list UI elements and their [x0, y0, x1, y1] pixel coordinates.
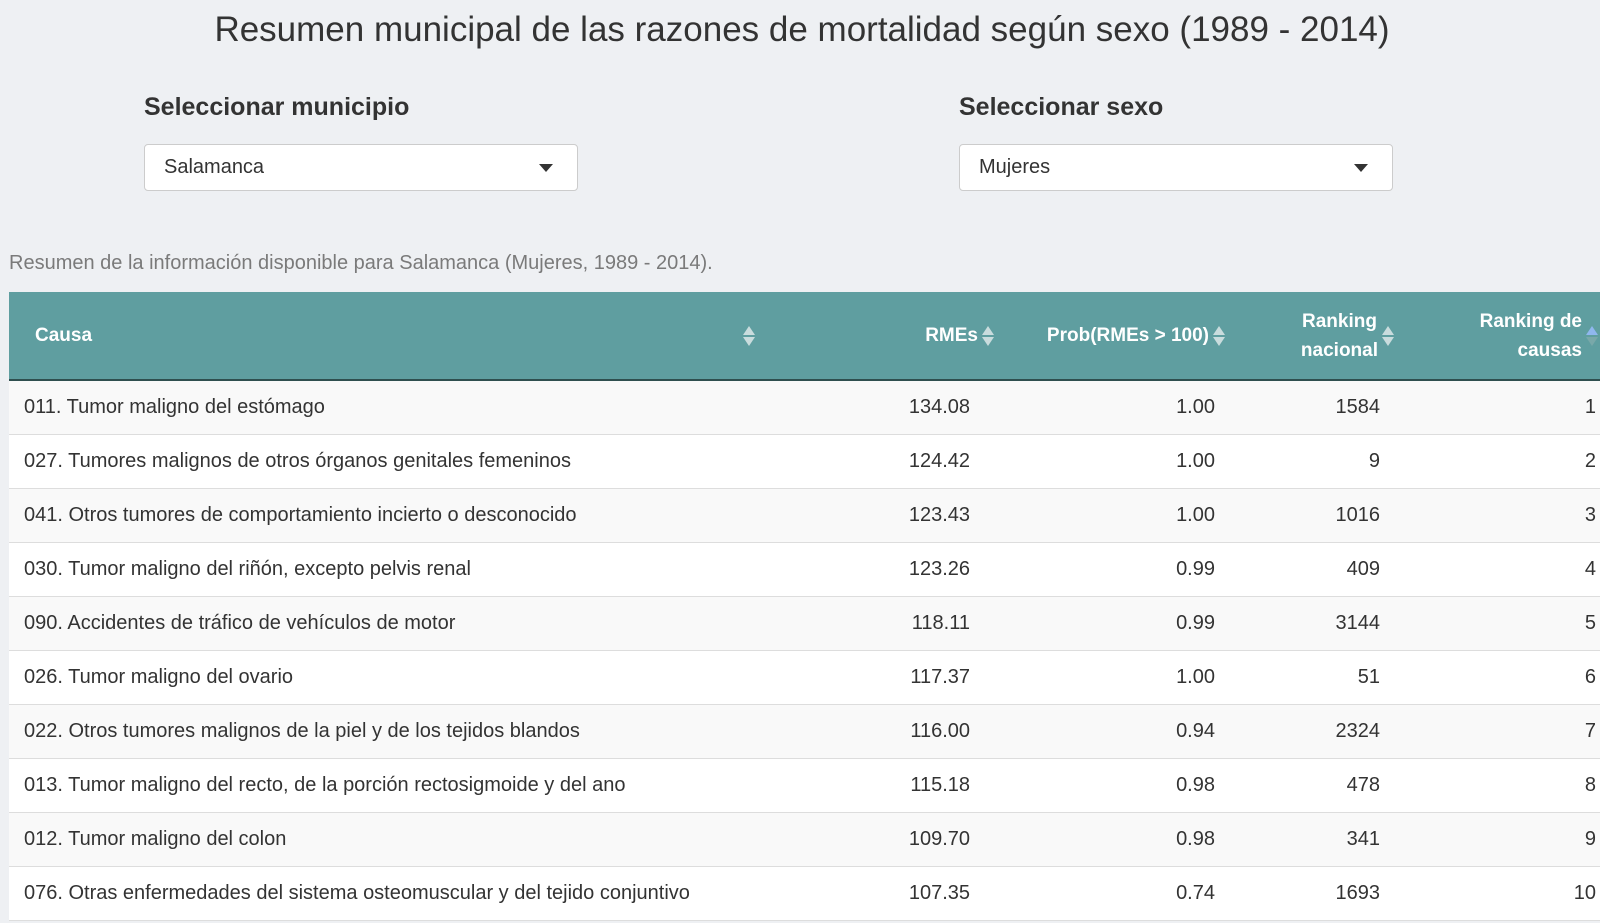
- cell-causa: 011. Tumor maligno del estómago: [24, 395, 325, 418]
- table-row: 013. Tumor maligno del recto, de la porc…: [9, 758, 1600, 812]
- caret-down-icon: [1354, 164, 1368, 172]
- cell-ranking-nacional: 51: [1357, 665, 1380, 688]
- table-row: 030. Tumor maligno del riñón, excepto pe…: [9, 542, 1600, 596]
- cell-ranking-causas: 9: [1584, 827, 1596, 850]
- cell-causa: 022. Otros tumores malignos de la piel y…: [24, 719, 580, 742]
- cell-causa: 076. Otras enfermedades del sistema oste…: [24, 881, 690, 904]
- cell-ranking-nacional: 1016: [1335, 503, 1381, 526]
- cell-prob: 1.00: [1176, 665, 1215, 688]
- sexo-label: Seleccionar sexo: [959, 93, 1164, 121]
- column-header-label-line1: Ranking de: [1479, 310, 1582, 332]
- table-row: 022. Otros tumores malignos de la piel y…: [9, 704, 1600, 758]
- cell-causa: 041. Otros tumores de comportamiento inc…: [24, 503, 577, 526]
- cell-rmes: 123.26: [908, 557, 970, 580]
- column-header-ranking-causas[interactable]: Ranking de causas: [1394, 292, 1600, 381]
- cell-ranking-causas: 3: [1584, 503, 1596, 526]
- cell-prob: 0.98: [1176, 827, 1215, 850]
- column-header-label: RMEs: [925, 325, 978, 346]
- cell-causa: 090. Accidentes de tráfico de vehículos …: [24, 611, 456, 634]
- municipio-dropdown[interactable]: Salamanca: [144, 144, 578, 191]
- caret-down-icon: [539, 164, 553, 172]
- cell-ranking-nacional: 3144: [1335, 611, 1381, 634]
- cell-ranking-nacional: 341: [1346, 827, 1380, 850]
- sort-arrows-icon[interactable]: [982, 325, 994, 347]
- cell-rmes: 124.42: [908, 449, 970, 472]
- cell-prob: 1.00: [1176, 449, 1215, 472]
- column-header-prob[interactable]: Prob(RMEs > 100): [994, 292, 1239, 381]
- cell-ranking-nacional: 478: [1346, 773, 1380, 796]
- cell-ranking-causas: 1: [1584, 395, 1596, 418]
- results-table-container: Causa RMEs Prob(RMEs > 100): [9, 292, 1600, 923]
- cell-ranking-causas: 4: [1584, 557, 1596, 580]
- cell-rmes: 107.35: [908, 881, 970, 904]
- page-title: Resumen municipal de las razones de mort…: [214, 10, 1390, 49]
- column-header-rmes[interactable]: RMEs: [754, 292, 994, 381]
- cell-ranking-causas: 2: [1584, 449, 1596, 472]
- cell-prob: 0.99: [1176, 557, 1215, 580]
- municipio-selector: Seleccionar municipio Salamanca: [144, 92, 578, 191]
- table-row: 027. Tumores malignos de otros órganos g…: [9, 434, 1600, 488]
- column-header-causa[interactable]: Causa: [9, 292, 755, 381]
- sexo-value: Mujeres: [979, 156, 1051, 178]
- cell-prob: 1.00: [1176, 395, 1215, 418]
- sort-arrows-icon[interactable]: [1213, 325, 1225, 347]
- summary-caption: Resumen de la información disponible par…: [9, 252, 713, 274]
- table-row: 026. Tumor maligno del ovario 117.37 1.00 5…: [9, 650, 1600, 704]
- results-table: Causa RMEs Prob(RMEs > 100): [9, 292, 1600, 921]
- cell-ranking-nacional: 2324: [1335, 719, 1381, 742]
- cell-rmes: 109.70: [908, 827, 970, 850]
- cell-ranking-causas: 8: [1584, 773, 1596, 796]
- cell-ranking-nacional: 1693: [1335, 881, 1381, 904]
- cell-rmes: 117.37: [910, 665, 970, 688]
- cell-causa: 012. Tumor maligno del colon: [24, 827, 287, 850]
- table-row: 076. Otras enfermedades del sistema oste…: [9, 866, 1600, 920]
- cell-prob: 0.74: [1176, 881, 1215, 904]
- column-header-label: Prob(RMEs > 100): [1046, 325, 1209, 346]
- cell-rmes: 134.08: [908, 395, 970, 418]
- column-header-label-line2: causas: [1517, 339, 1582, 361]
- cell-prob: 0.94: [1176, 719, 1215, 742]
- municipio-value: Salamanca: [164, 156, 265, 178]
- cell-ranking-nacional: 1584: [1335, 395, 1381, 418]
- cell-ranking-causas: 10: [1573, 881, 1596, 904]
- municipio-label: Seleccionar municipio: [144, 93, 410, 121]
- cell-causa: 027. Tumores malignos de otros órganos g…: [24, 449, 571, 472]
- table-row: 090. Accidentes de tráfico de vehículos …: [9, 596, 1600, 650]
- cell-causa: 030. Tumor maligno del riñón, excepto pe…: [24, 557, 471, 580]
- sort-arrows-icon[interactable]: [1382, 325, 1394, 347]
- sexo-selector: Seleccionar sexo Mujeres: [959, 92, 1393, 191]
- column-header-label-line1: Ranking: [1301, 310, 1377, 332]
- cell-ranking-nacional: 409: [1346, 557, 1380, 580]
- cell-rmes: 115.18: [910, 773, 970, 796]
- sort-arrows-icon[interactable]: [743, 325, 755, 347]
- sort-ascending-icon[interactable]: [1586, 325, 1598, 347]
- cell-ranking-causas: 7: [1584, 719, 1596, 742]
- cell-prob: 1.00: [1176, 503, 1215, 526]
- cell-ranking-causas: 5: [1584, 611, 1596, 634]
- cell-rmes: 116.00: [910, 719, 970, 742]
- table-row: 041. Otros tumores de comportamiento inc…: [9, 488, 1600, 542]
- cell-causa: 013. Tumor maligno del recto, de la porc…: [24, 773, 626, 796]
- cell-rmes: 123.43: [908, 503, 970, 526]
- column-header-label: Causa: [35, 325, 93, 346]
- table-row: 011. Tumor maligno del estómago 134.08 1.0…: [9, 380, 1600, 434]
- table-header-row: Causa RMEs Prob(RMEs > 100): [9, 292, 1600, 381]
- cell-causa: 026. Tumor maligno del ovario: [24, 665, 294, 688]
- column-header-ranking-nacional[interactable]: Ranking nacional: [1239, 292, 1394, 381]
- cell-prob: 0.99: [1176, 611, 1215, 634]
- table-row: 012. Tumor maligno del colon 109.70 0.98 34…: [9, 812, 1600, 866]
- sexo-dropdown[interactable]: Mujeres: [959, 144, 1393, 191]
- cell-ranking-causas: 6: [1584, 665, 1596, 688]
- cell-rmes: 118.11: [911, 611, 970, 634]
- cell-prob: 0.98: [1176, 773, 1215, 796]
- column-header-label-line2: nacional: [1300, 339, 1378, 361]
- cell-ranking-nacional: 9: [1368, 449, 1380, 472]
